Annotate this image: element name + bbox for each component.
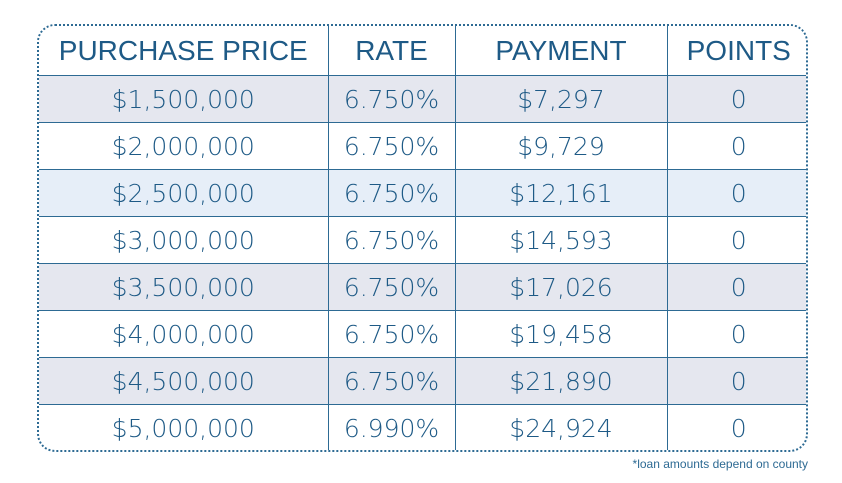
price-cell: $2,500,000 [39,169,329,217]
table-row: $2,500,000 6.750% $12,161 0 [39,169,806,217]
table-row: $4,500,000 6.750% $21,890 0 [39,357,806,405]
header-rate: RATE [327,26,456,76]
table-header-row: PURCHASE PRICE RATE PAYMENT POINTS [39,26,806,76]
rate-table-frame: PURCHASE PRICE RATE PAYMENT POINTS $1,50… [37,24,808,452]
points-cell: 0 [666,75,806,123]
table-row: $1,500,000 6.750% $7,297 0 [39,75,806,123]
points-cell: 0 [666,263,806,311]
payment-cell: $24,924 [454,404,668,450]
header-purchase-price: PURCHASE PRICE [39,26,329,76]
header-points: POINTS [666,26,806,76]
points-cell: 0 [666,169,806,217]
table-row: $5,000,000 6.990% $24,924 0 [39,404,806,450]
points-cell: 0 [666,404,806,450]
price-cell: $3,500,000 [39,263,329,311]
points-cell: 0 [666,216,806,264]
payment-cell: $9,729 [454,122,668,170]
payment-cell: $14,593 [454,216,668,264]
price-cell: $4,500,000 [39,357,329,405]
points-cell: 0 [666,310,806,358]
rate-table: PURCHASE PRICE RATE PAYMENT POINTS $1,50… [39,26,806,450]
footnote: *loan amounts depend on county [632,457,808,471]
payment-cell: $7,297 [454,75,668,123]
table-row: $2,000,000 6.750% $9,729 0 [39,122,806,170]
rate-cell: 6.750% [327,263,456,311]
price-cell: $1,500,000 [39,75,329,123]
rate-cell: 6.750% [327,216,456,264]
payment-cell: $17,026 [454,263,668,311]
price-cell: $2,000,000 [39,122,329,170]
price-cell: $5,000,000 [39,404,329,450]
price-cell: $3,000,000 [39,216,329,264]
rate-cell: 6.990% [327,404,456,450]
price-cell: $4,000,000 [39,310,329,358]
table-row: $3,000,000 6.750% $14,593 0 [39,216,806,264]
rate-cell: 6.750% [327,310,456,358]
header-payment: PAYMENT [454,26,668,76]
points-cell: 0 [666,122,806,170]
rate-cell: 6.750% [327,75,456,123]
table-row: $3,500,000 6.750% $17,026 0 [39,263,806,311]
payment-cell: $12,161 [454,169,668,217]
payment-cell: $21,890 [454,357,668,405]
rate-cell: 6.750% [327,357,456,405]
table-row: $4,000,000 6.750% $19,458 0 [39,310,806,358]
rate-cell: 6.750% [327,169,456,217]
points-cell: 0 [666,357,806,405]
rate-cell: 6.750% [327,122,456,170]
payment-cell: $19,458 [454,310,668,358]
